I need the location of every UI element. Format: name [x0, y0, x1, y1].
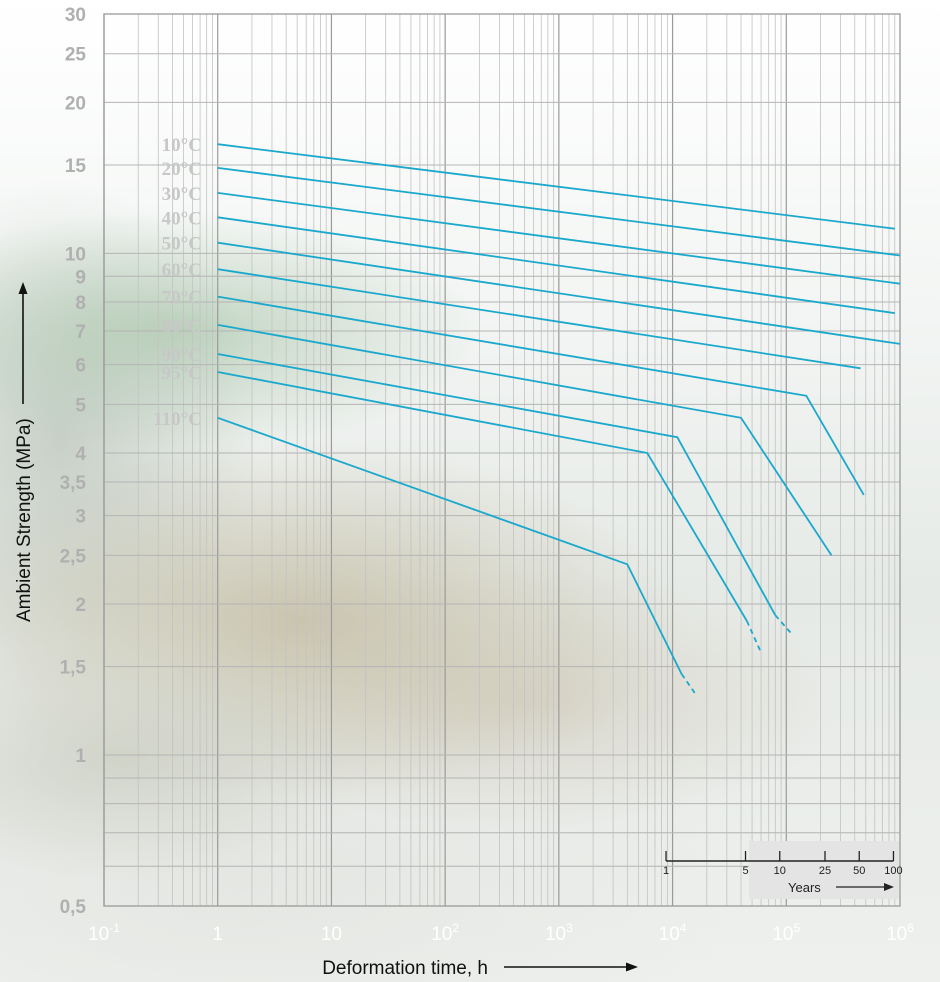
years-tick-label-5: 100 — [884, 865, 902, 877]
series-label-3: 40°C — [162, 208, 202, 229]
years-inset: 1 5 10 25 50 100 Years — [663, 841, 903, 899]
years-tick-label-4: 50 — [853, 865, 865, 877]
y-tick-label-14: 15 — [65, 156, 87, 177]
series-dashed-tail-10 — [680, 673, 697, 696]
y-tick-label-4: 2,5 — [60, 546, 87, 567]
series-line-3 — [217, 216, 895, 314]
series-label-7: 80°C — [162, 316, 202, 337]
y-tick-label-15: 20 — [65, 93, 86, 114]
series-label-5: 60°C — [162, 260, 202, 281]
y-tick-label-7: 4 — [75, 444, 86, 465]
series-line-1 — [217, 167, 901, 257]
y-tick-label-17: 30 — [65, 5, 86, 26]
series-line-6 — [217, 295, 865, 496]
y-tick-label-0: 0,5 — [60, 897, 87, 918]
years-inset-box — [749, 841, 899, 899]
chart-grid — [103, 13, 900, 907]
y-tick-label-11: 8 — [75, 293, 86, 314]
series-label-1: 20°C — [162, 159, 202, 180]
y-tick-label-6: 3,5 — [60, 473, 87, 494]
series-label-6: 70°C — [162, 288, 202, 309]
series-line-0 — [217, 143, 895, 230]
x-tick-label-7: 106 — [886, 921, 914, 945]
y-tick-label-1: 1 — [75, 746, 86, 767]
plot-frame — [103, 13, 901, 907]
years-label: Years — [788, 880, 821, 895]
years-tick-label-1: 5 — [742, 865, 748, 877]
series-dashed-tail-9 — [746, 620, 762, 653]
series-line-5 — [217, 268, 861, 370]
years-arrow-icon — [884, 883, 894, 891]
y-tick-label-2: 1,5 — [60, 658, 87, 679]
series-line-9 — [217, 371, 748, 622]
years-tick-label-0: 1 — [663, 865, 669, 877]
x-axis-label: Deformation time, h — [322, 958, 488, 979]
series-dashed-tail-8 — [774, 614, 792, 634]
y-tick-label-12: 9 — [75, 267, 86, 288]
series-label-4: 50°C — [162, 234, 202, 255]
years-tick-label-2: 10 — [774, 865, 786, 877]
series-line-10 — [217, 416, 683, 675]
x-axis-arrow — [504, 962, 638, 972]
series-lines — [217, 143, 901, 696]
y-tick-label-16: 25 — [65, 45, 87, 66]
x-tick-label-2: 10 — [321, 924, 342, 945]
axis-titles: Deformation time, h Ambient Strength (MP… — [14, 282, 638, 979]
series-label-10: 110°C — [153, 409, 202, 430]
y-tick-label-9: 6 — [75, 356, 86, 377]
series-line-4 — [217, 241, 901, 345]
y-tick-label-13: 10 — [65, 244, 86, 265]
y-axis-label: Ambient Strength (MPa) — [14, 418, 35, 622]
y-tick-labels: 0,5 1 1,5 2 2,5 3 3,5 4 5 6 7 8 910 15 20 25 30 — [60, 5, 87, 918]
x-tick-labels: 10-1 1 10 102 103 104 105 106 — [88, 921, 914, 945]
series-line-8 — [217, 353, 777, 616]
x-tick-label-5: 104 — [659, 921, 687, 945]
x-tick-label-1: 1 — [212, 924, 223, 945]
series-label-8: 90°C — [162, 345, 202, 366]
plot-border — [103, 13, 901, 907]
x-tick-label-4: 103 — [545, 921, 573, 945]
temperature-labels: 10°C 20°C 30°C 40°C 50°C 60°C 70°C 80°C 90°C95°C… — [153, 135, 202, 430]
x-tick-label-3: 102 — [431, 921, 459, 945]
x-tick-label-6: 105 — [772, 921, 800, 945]
x-tick-label-0: 10-1 — [88, 921, 120, 945]
y-axis-arrow — [18, 282, 28, 404]
y-tick-label-10: 7 — [75, 322, 86, 343]
y-tick-label-5: 3 — [75, 507, 86, 528]
series-line-2 — [217, 192, 901, 285]
y-tick-label-8: 5 — [75, 395, 86, 416]
series-label-9: 95°C — [162, 363, 202, 384]
series-label-2: 30°C — [162, 184, 202, 205]
y-tick-label-3: 2 — [75, 595, 86, 616]
series-label-0: 10°C — [162, 135, 202, 156]
series-line-7 — [217, 324, 833, 556]
years-tick-label-3: 25 — [819, 865, 831, 877]
